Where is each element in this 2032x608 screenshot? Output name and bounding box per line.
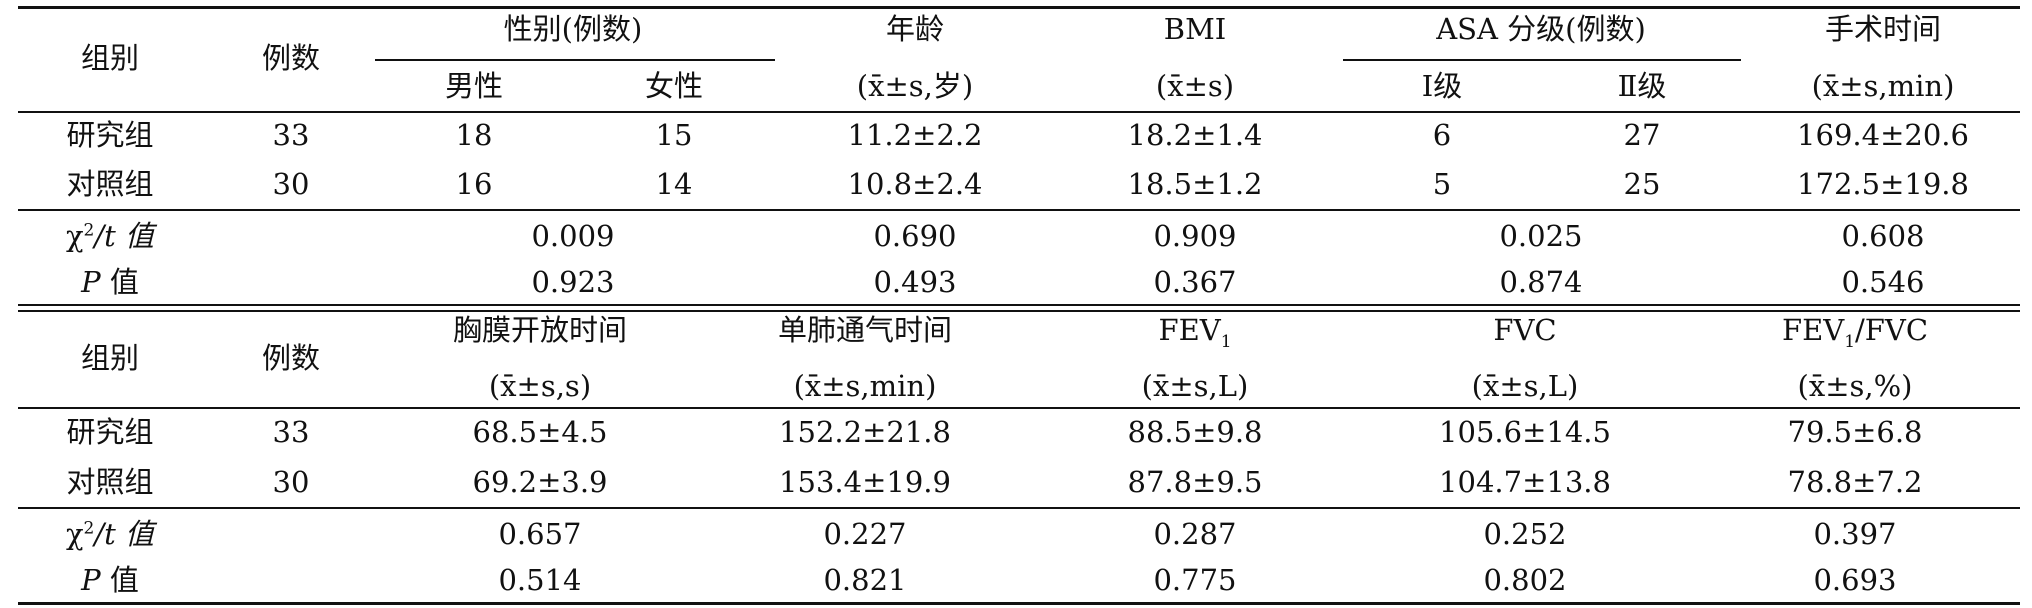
t2-row1-count: 33 bbox=[272, 415, 310, 449]
t2-row2-fev: 87.8±9.5 bbox=[1127, 465, 1263, 499]
table-divider-rule-2 bbox=[18, 310, 2020, 312]
header-optime-unit: (x̄±s,min) bbox=[1811, 69, 1955, 103]
row1-male: 18 bbox=[455, 118, 493, 152]
p-sex: 0.923 bbox=[531, 265, 615, 299]
stat-sex: 0.009 bbox=[531, 219, 615, 253]
header2-fvc-unit: (x̄±s,L) bbox=[1471, 369, 1579, 403]
header-bmi-unit: (x̄±s) bbox=[1155, 69, 1235, 103]
header2-fev: FEV1 bbox=[1158, 313, 1232, 352]
header2-olv-unit: (x̄±s,min) bbox=[793, 369, 937, 403]
stat2-ratio: 0.397 bbox=[1813, 517, 1897, 551]
bottom-rule bbox=[18, 602, 2020, 605]
t2-row2-olv: 153.4±19.9 bbox=[779, 465, 951, 499]
header2-pleura: 胸膜开放时间 bbox=[452, 313, 628, 347]
t2-row1-fev: 88.5±9.8 bbox=[1127, 415, 1263, 449]
header-group: 组别 bbox=[80, 41, 140, 75]
p-bmi: 0.367 bbox=[1153, 265, 1237, 299]
header2-ratio: FEV1/FVC bbox=[1781, 313, 1929, 352]
row1-bmi: 18.2±1.4 bbox=[1127, 118, 1263, 152]
stat-optime: 0.608 bbox=[1841, 219, 1925, 253]
t2-row1-olv: 152.2±21.8 bbox=[779, 415, 951, 449]
header2-fev-unit: (x̄±s,L) bbox=[1141, 369, 1249, 403]
header-optime: 手术时间 bbox=[1824, 12, 1942, 46]
t2-row1-ratio: 79.5±6.8 bbox=[1787, 415, 1923, 449]
header-bmi: BMI bbox=[1163, 12, 1227, 46]
header2-fvc: FVC bbox=[1493, 313, 1557, 347]
p-optime: 0.546 bbox=[1841, 265, 1925, 299]
row2-male: 16 bbox=[455, 167, 493, 201]
header-asa-2: Ⅱ级 bbox=[1617, 69, 1667, 103]
t2-row2-group: 对照组 bbox=[66, 465, 154, 499]
p2-fev: 0.775 bbox=[1153, 563, 1237, 597]
header-age: 年龄 bbox=[885, 12, 945, 46]
row2-optime: 172.5±19.8 bbox=[1797, 167, 1969, 201]
header-asa-1: Ⅰ级 bbox=[1421, 69, 1463, 103]
row2-age: 10.8±2.4 bbox=[847, 167, 983, 201]
p2-pleura: 0.514 bbox=[498, 563, 582, 597]
header-bottom-rule bbox=[18, 111, 2020, 113]
header-male: 男性 bbox=[444, 69, 504, 103]
header-sex: 性别(例数) bbox=[503, 12, 643, 46]
row1-count: 33 bbox=[272, 118, 310, 152]
header-asa: ASA 分级(例数) bbox=[1436, 12, 1646, 46]
top-rule bbox=[18, 6, 2020, 9]
header2-olv: 单肺通气时间 bbox=[777, 313, 953, 347]
header2-pleura-unit: (x̄±s,s) bbox=[488, 369, 592, 403]
header2-bottom-rule bbox=[18, 407, 2020, 409]
t2-row1-group: 研究组 bbox=[66, 415, 154, 449]
row2-group: 对照组 bbox=[66, 167, 154, 201]
row1-asa2: 27 bbox=[1623, 118, 1661, 152]
header-count: 例数 bbox=[261, 41, 321, 75]
header-female: 女性 bbox=[644, 69, 704, 103]
p2-olv: 0.821 bbox=[823, 563, 907, 597]
header2-group: 组别 bbox=[80, 341, 140, 375]
row2-count: 30 bbox=[272, 167, 310, 201]
sex-header-rule bbox=[375, 59, 775, 61]
stat2-pleura: 0.657 bbox=[498, 517, 582, 551]
t2-row2-count: 30 bbox=[272, 465, 310, 499]
stats2-top-rule bbox=[18, 507, 2020, 509]
row1-optime: 169.4±20.6 bbox=[1797, 118, 1969, 152]
stat-asa: 0.025 bbox=[1499, 219, 1583, 253]
row2-female: 14 bbox=[655, 167, 693, 201]
stat2-fev: 0.287 bbox=[1153, 517, 1237, 551]
stat2-fvc: 0.252 bbox=[1483, 517, 1567, 551]
stats-top-rule bbox=[18, 209, 2020, 211]
t2-row1-fvc: 105.6±14.5 bbox=[1439, 415, 1611, 449]
stat-age: 0.690 bbox=[873, 219, 957, 253]
t2-row2-ratio: 78.8±7.2 bbox=[1787, 465, 1923, 499]
row2-asa2: 25 bbox=[1623, 167, 1661, 201]
header-age-unit: (x̄±s,岁) bbox=[856, 69, 974, 103]
stat-bmi: 0.909 bbox=[1153, 219, 1237, 253]
asa-header-rule bbox=[1343, 59, 1741, 61]
stat-label: χ2/t 值 bbox=[65, 219, 155, 253]
stat2-label: χ2/t 值 bbox=[65, 517, 155, 551]
p-age: 0.493 bbox=[873, 265, 957, 299]
p-label: P 值 bbox=[81, 265, 139, 299]
header2-count: 例数 bbox=[261, 341, 321, 375]
stat2-olv: 0.227 bbox=[823, 517, 907, 551]
row1-female: 15 bbox=[655, 118, 693, 152]
p2-fvc: 0.802 bbox=[1483, 563, 1567, 597]
table-divider-rule-1 bbox=[18, 304, 2020, 306]
row1-asa1: 6 bbox=[1432, 118, 1452, 152]
t2-row1-pleura: 68.5±4.5 bbox=[472, 415, 608, 449]
header2-ratio-unit: (x̄±s,%) bbox=[1797, 369, 1913, 403]
p2-label: P 值 bbox=[81, 563, 139, 597]
p-asa: 0.874 bbox=[1499, 265, 1583, 299]
row2-asa1: 5 bbox=[1432, 167, 1452, 201]
t2-row2-pleura: 69.2±3.9 bbox=[472, 465, 608, 499]
row1-age: 11.2±2.2 bbox=[847, 118, 983, 152]
p2-ratio: 0.693 bbox=[1813, 563, 1897, 597]
row1-group: 研究组 bbox=[66, 118, 154, 152]
t2-row2-fvc: 104.7±13.8 bbox=[1439, 465, 1611, 499]
row2-bmi: 18.5±1.2 bbox=[1127, 167, 1263, 201]
